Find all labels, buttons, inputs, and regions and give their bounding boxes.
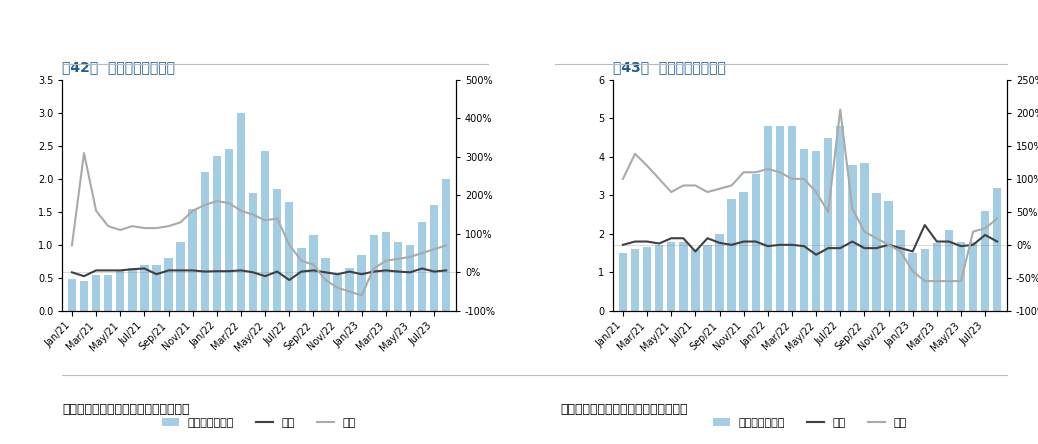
Bar xyxy=(140,265,148,311)
Bar xyxy=(237,113,245,311)
Bar xyxy=(333,274,342,311)
Bar xyxy=(764,126,772,311)
Bar xyxy=(261,151,269,311)
Bar xyxy=(884,201,893,311)
Bar xyxy=(861,163,869,311)
Bar xyxy=(752,174,760,311)
Bar xyxy=(703,246,712,311)
Bar xyxy=(945,230,953,311)
Bar xyxy=(346,268,354,311)
Bar xyxy=(224,149,234,311)
Bar xyxy=(442,179,450,311)
Bar xyxy=(836,126,845,311)
Bar xyxy=(715,234,723,311)
Bar xyxy=(728,199,736,311)
Bar xyxy=(164,258,172,311)
Bar xyxy=(932,243,941,311)
Bar xyxy=(80,281,88,311)
Bar xyxy=(848,165,856,311)
Bar xyxy=(824,138,832,311)
Bar xyxy=(297,248,305,311)
Bar xyxy=(619,253,627,311)
Bar xyxy=(981,211,989,311)
Text: 数据来源：海关总署，东吴证券研究所: 数据来源：海关总署，东吴证券研究所 xyxy=(561,403,688,416)
Bar xyxy=(897,230,905,311)
Bar xyxy=(91,274,101,311)
Bar xyxy=(993,188,1002,311)
Bar xyxy=(273,189,281,311)
Legend: 金额（亿美元）, 环比, 同比: 金额（亿美元）, 环比, 同比 xyxy=(709,413,911,432)
Bar xyxy=(128,268,137,311)
Bar xyxy=(775,126,784,311)
Bar xyxy=(370,235,378,311)
Bar xyxy=(153,265,161,311)
Bar xyxy=(285,202,294,311)
Bar xyxy=(679,242,687,311)
Bar xyxy=(430,205,438,311)
Bar xyxy=(382,232,390,311)
Text: 图43：  广东省逆变器出口: 图43： 广东省逆变器出口 xyxy=(613,60,727,75)
Bar xyxy=(418,222,427,311)
Bar xyxy=(321,258,330,311)
Bar xyxy=(921,249,929,311)
Bar xyxy=(872,194,880,311)
Bar xyxy=(249,194,257,311)
Bar xyxy=(643,247,651,311)
Bar xyxy=(357,255,366,311)
Bar xyxy=(116,271,125,311)
Bar xyxy=(176,242,185,311)
Bar xyxy=(104,274,112,311)
Bar xyxy=(631,249,639,311)
Bar xyxy=(655,246,663,311)
Bar xyxy=(968,242,978,311)
Bar xyxy=(393,242,402,311)
Bar xyxy=(788,126,796,311)
Bar xyxy=(691,249,700,311)
Bar xyxy=(957,242,965,311)
Bar xyxy=(67,279,76,311)
Bar xyxy=(800,149,809,311)
Bar xyxy=(908,253,917,311)
Bar xyxy=(812,151,820,311)
Text: 数据来源：海关总署，东吴证券研究所: 数据来源：海关总署，东吴证券研究所 xyxy=(62,403,190,416)
Bar xyxy=(739,191,748,311)
Bar xyxy=(200,172,209,311)
Bar xyxy=(667,242,676,311)
Bar xyxy=(406,245,414,311)
Legend: 金额（亿美元）, 环比, 同比: 金额（亿美元）, 环比, 同比 xyxy=(158,413,360,432)
Bar xyxy=(309,235,318,311)
Bar xyxy=(213,156,221,311)
Bar xyxy=(189,209,197,311)
Text: 图42：  浙江省逆变器出口: 图42： 浙江省逆变器出口 xyxy=(62,60,175,75)
